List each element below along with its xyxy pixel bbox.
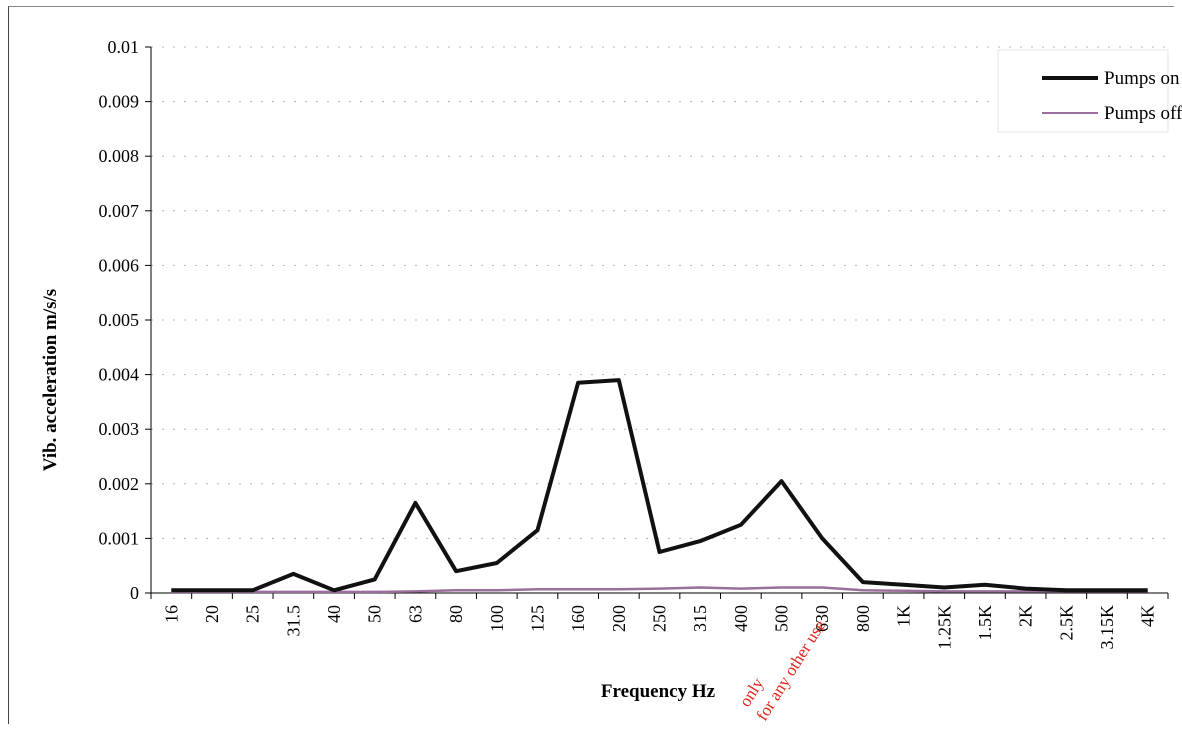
x-tick-labels: 16 20 25 31.5 40 50 63 80 100 125 160 200 250 315 400 5… [161, 605, 1157, 650]
x-tick-label: 2K [1016, 605, 1036, 627]
x-tick-label: 50 [365, 605, 385, 623]
series-line-pumps-on [171, 378, 1148, 593]
x-tick-label: 1K [894, 605, 914, 627]
x-tick-label: 16 [161, 605, 181, 623]
y-tick-label: 0.01 [108, 37, 140, 57]
x-axis-title: Frequency Hz [601, 681, 716, 702]
x-tick-label: 250 [650, 605, 670, 632]
x-tick-label: 63 [405, 605, 425, 623]
x-tick-label: 25 [243, 605, 263, 623]
x-tick-label: 1.5K [975, 605, 995, 641]
x-tick-label: 3.15K [1097, 605, 1117, 650]
x-tick-label: 160 [568, 605, 588, 632]
y-tick-label: 0.001 [99, 528, 140, 548]
x-tick-label: 4K [1138, 605, 1158, 627]
y-axis-title: Vib. acceleration m/s/s [40, 289, 61, 471]
legend: Pumps on Pumps off [997, 49, 1182, 133]
x-tick-label: 80 [446, 605, 466, 623]
x-tick-label: 40 [324, 605, 344, 623]
x-tick-label: 100 [487, 605, 507, 632]
x-tick-label: 500 [772, 605, 792, 632]
x-tick-label: 1.25K [934, 605, 954, 650]
series-lines [171, 378, 1148, 594]
y-tick-label: 0 [130, 583, 139, 603]
legend-label-pumps-on: Pumps on [1104, 68, 1180, 89]
y-tick-label: 0.004 [99, 365, 140, 385]
x-tick-label: 630 [812, 605, 832, 632]
x-tick-label: 20 [202, 605, 222, 623]
legend-box [997, 49, 1169, 133]
x-tick-label: 800 [853, 605, 873, 632]
legend-label-pumps-off: Pumps off [1104, 103, 1182, 124]
y-tick-labels: 0 0.001 0.002 0.003 0.004 0.005 0.006 0.007 0.00… [99, 37, 140, 603]
y-tick-label: 0.003 [99, 419, 140, 439]
y-tick-label: 0.008 [99, 146, 140, 166]
y-tick-label: 0.006 [99, 255, 140, 275]
y-tick-label: 0.005 [99, 310, 140, 330]
chart-frame [8, 6, 1174, 724]
y-tick-label: 0.009 [99, 92, 140, 112]
x-tick-label: 125 [527, 605, 547, 632]
x-tick-label: 315 [690, 605, 710, 632]
x-tick-label: 2.5K [1056, 605, 1076, 641]
x-tick-label: 31.5 [283, 605, 303, 637]
x-tick-label: 400 [731, 605, 751, 632]
y-tick-label: 0.007 [99, 201, 140, 221]
y-tick-label: 0.002 [99, 474, 140, 494]
x-tick-label: 200 [609, 605, 629, 632]
